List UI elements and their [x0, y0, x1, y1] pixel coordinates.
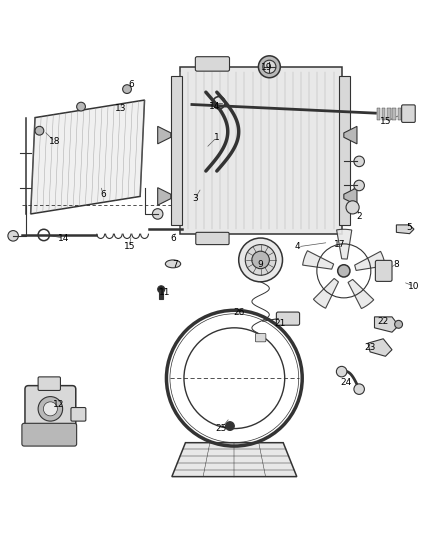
Text: 10: 10	[408, 282, 420, 290]
Circle shape	[263, 60, 276, 74]
Polygon shape	[303, 251, 334, 269]
Text: 11: 11	[159, 288, 170, 297]
Circle shape	[346, 201, 359, 214]
Polygon shape	[396, 225, 414, 233]
Polygon shape	[31, 100, 145, 214]
FancyBboxPatch shape	[276, 312, 300, 325]
Circle shape	[245, 245, 276, 275]
Text: 17: 17	[334, 240, 345, 249]
Circle shape	[77, 102, 85, 111]
Circle shape	[158, 286, 165, 293]
Polygon shape	[337, 229, 352, 259]
Bar	[398, 108, 401, 120]
Polygon shape	[344, 126, 357, 144]
Text: 9: 9	[258, 260, 264, 269]
Circle shape	[35, 126, 44, 135]
Text: 14: 14	[209, 102, 220, 111]
FancyBboxPatch shape	[38, 377, 60, 391]
Text: 25: 25	[215, 424, 227, 433]
Text: 6: 6	[100, 190, 106, 199]
Circle shape	[258, 56, 280, 78]
Polygon shape	[374, 317, 399, 332]
FancyBboxPatch shape	[71, 408, 86, 421]
Bar	[392, 108, 396, 120]
Circle shape	[354, 180, 364, 191]
Circle shape	[252, 251, 269, 269]
Text: 6: 6	[128, 80, 134, 89]
FancyBboxPatch shape	[196, 232, 229, 245]
Circle shape	[38, 397, 63, 421]
Polygon shape	[158, 188, 171, 205]
Text: 21: 21	[275, 319, 286, 328]
Circle shape	[226, 422, 234, 431]
Circle shape	[354, 156, 364, 167]
Text: 19: 19	[261, 63, 273, 72]
Polygon shape	[355, 252, 385, 270]
Circle shape	[336, 366, 347, 377]
Text: 3: 3	[192, 194, 198, 203]
Text: 24: 24	[340, 378, 352, 387]
Text: 13: 13	[115, 104, 126, 114]
Polygon shape	[368, 339, 392, 356]
Text: 15: 15	[124, 243, 135, 251]
Text: 7: 7	[172, 260, 178, 269]
Circle shape	[395, 320, 403, 328]
Polygon shape	[158, 126, 171, 144]
Text: 1: 1	[214, 133, 220, 142]
Circle shape	[152, 209, 163, 219]
Circle shape	[43, 402, 57, 416]
Text: 14: 14	[58, 233, 69, 243]
Bar	[159, 290, 163, 300]
Text: 4: 4	[295, 243, 300, 251]
Circle shape	[8, 231, 18, 241]
Polygon shape	[348, 279, 374, 309]
FancyBboxPatch shape	[375, 260, 392, 281]
Polygon shape	[344, 188, 357, 205]
Circle shape	[239, 238, 283, 282]
Text: 2: 2	[357, 212, 362, 221]
Text: 5: 5	[406, 223, 413, 231]
Text: 15: 15	[380, 117, 391, 126]
FancyBboxPatch shape	[402, 105, 415, 123]
FancyBboxPatch shape	[255, 334, 266, 342]
FancyBboxPatch shape	[195, 56, 230, 71]
Circle shape	[123, 85, 131, 93]
Bar	[377, 108, 380, 120]
Circle shape	[338, 265, 350, 277]
Text: 22: 22	[378, 317, 389, 326]
Circle shape	[354, 384, 364, 394]
Bar	[180, 67, 342, 233]
Text: 6: 6	[170, 233, 176, 243]
FancyBboxPatch shape	[22, 423, 77, 446]
Text: 8: 8	[393, 260, 399, 269]
FancyBboxPatch shape	[25, 386, 76, 432]
Text: 18: 18	[49, 137, 60, 146]
Bar	[382, 108, 385, 120]
Text: 23: 23	[364, 343, 376, 352]
Ellipse shape	[166, 260, 180, 268]
Text: 12: 12	[53, 400, 65, 409]
Text: 26: 26	[233, 308, 244, 317]
Bar	[339, 76, 350, 225]
Polygon shape	[314, 278, 339, 308]
Bar	[171, 76, 182, 225]
Bar	[387, 108, 391, 120]
Polygon shape	[172, 443, 297, 477]
